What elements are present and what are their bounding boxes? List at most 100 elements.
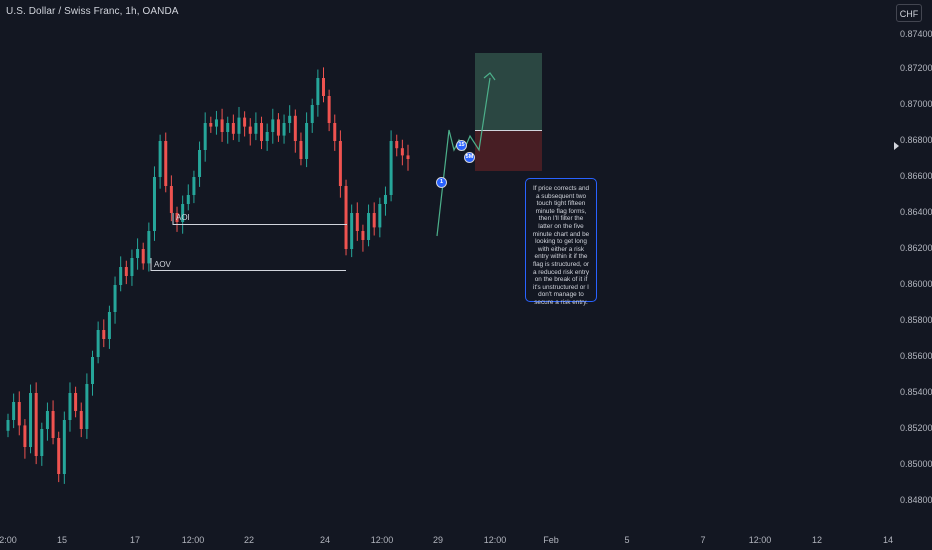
candle-body	[198, 150, 202, 177]
candle-body	[327, 96, 331, 123]
candle-body	[29, 393, 33, 447]
marker-15[interactable]: 15	[456, 140, 467, 151]
candle-body	[130, 258, 134, 276]
target-zone[interactable]	[475, 53, 542, 130]
candle-body	[85, 384, 89, 429]
candle-body	[383, 195, 387, 204]
time-label: 2:00	[0, 535, 17, 545]
aov-label: AOV	[154, 260, 171, 269]
candle-body	[220, 119, 224, 132]
candle-body	[209, 123, 213, 127]
price-label: 0.85800	[900, 315, 932, 325]
time-label: 17	[129, 535, 141, 545]
candle-body	[181, 204, 185, 222]
candle-body	[79, 411, 83, 429]
candle-body	[186, 195, 190, 204]
price-label: 0.85400	[900, 387, 932, 397]
candle-body	[68, 393, 72, 420]
candle-body	[203, 123, 207, 150]
currency-button[interactable]: CHF	[896, 4, 922, 22]
price-label: 0.85000	[900, 459, 932, 469]
price-label: 0.87000	[900, 99, 932, 109]
scale-arrow-icon[interactable]	[894, 142, 899, 150]
price-label: 0.85600	[900, 351, 932, 361]
time-label: 12:00	[181, 535, 205, 545]
candle-body	[62, 420, 66, 474]
time-label: 5	[624, 535, 630, 545]
candle-body	[51, 411, 55, 438]
time-label: 14	[882, 535, 894, 545]
candle-body	[276, 119, 280, 136]
time-label: 22	[243, 535, 255, 545]
candle-body	[260, 123, 264, 141]
candle-body	[169, 186, 173, 213]
candle-body	[299, 141, 303, 159]
candle-body	[321, 78, 325, 96]
candle-body	[147, 231, 151, 264]
candle-body	[192, 177, 196, 195]
candle-body	[164, 141, 168, 186]
candle-body	[102, 330, 106, 339]
price-label: 0.86400	[900, 207, 932, 217]
candle-body	[237, 117, 241, 134]
price-label: 0.86600	[900, 171, 932, 181]
candle-body	[113, 285, 117, 312]
price-label: 0.86000	[900, 279, 932, 289]
candle-body	[136, 249, 140, 258]
time-label: 24	[319, 535, 331, 545]
candle-body	[96, 330, 100, 357]
time-label: 15	[56, 535, 68, 545]
candle-body	[316, 78, 320, 105]
trade-plan-note[interactable]: If price corrects and a subsequent two t…	[525, 178, 597, 306]
candle-body	[288, 115, 292, 123]
candle-body	[355, 213, 359, 231]
candle-body	[293, 115, 297, 141]
candle-body	[124, 267, 128, 276]
time-label: 12:00	[370, 535, 394, 545]
candle-body	[23, 425, 27, 447]
candle-body	[350, 213, 354, 249]
aoi-label: AOI	[176, 213, 190, 222]
candle-body	[107, 312, 111, 339]
candle-body	[310, 105, 314, 123]
chart-title: U.S. Dollar / Swiss Franc, 1h, OANDA	[6, 6, 179, 17]
time-label: 7	[700, 535, 706, 545]
price-label: 0.84800	[900, 495, 932, 505]
candle-body	[395, 141, 399, 149]
time-label: 29	[432, 535, 444, 545]
candle-body	[243, 117, 247, 127]
candle-body	[254, 123, 258, 134]
stop-zone[interactable]	[475, 130, 542, 171]
time-label: 12:00	[748, 535, 772, 545]
candle-body	[231, 123, 235, 134]
candle-body	[361, 231, 365, 240]
marker-5m[interactable]: 5M	[464, 152, 475, 163]
candle-body	[214, 119, 218, 127]
candle-body	[119, 267, 123, 285]
time-label: Feb	[543, 535, 559, 545]
candle-body	[175, 213, 179, 222]
candle-body	[305, 123, 309, 159]
candle-body	[6, 420, 10, 431]
candle-body	[34, 393, 38, 456]
time-label: 12	[811, 535, 823, 545]
candle-body	[158, 141, 162, 177]
candle-body	[74, 393, 78, 411]
candle-body	[91, 357, 95, 384]
candle-body	[152, 177, 156, 231]
candle-body	[226, 123, 230, 132]
price-label: 0.86200	[900, 243, 932, 253]
projection-arrowhead	[483, 72, 496, 81]
candle-body	[45, 411, 49, 429]
candle-body	[12, 402, 16, 420]
candle-body	[389, 141, 393, 195]
candle-body	[248, 126, 252, 134]
candle-body	[333, 123, 337, 141]
candle-body	[338, 141, 342, 186]
marker-1[interactable]: 1	[436, 177, 447, 188]
candle-body	[265, 132, 269, 141]
price-label: 0.86800	[900, 135, 932, 145]
candle-body	[406, 155, 410, 159]
candle-body	[57, 438, 61, 474]
